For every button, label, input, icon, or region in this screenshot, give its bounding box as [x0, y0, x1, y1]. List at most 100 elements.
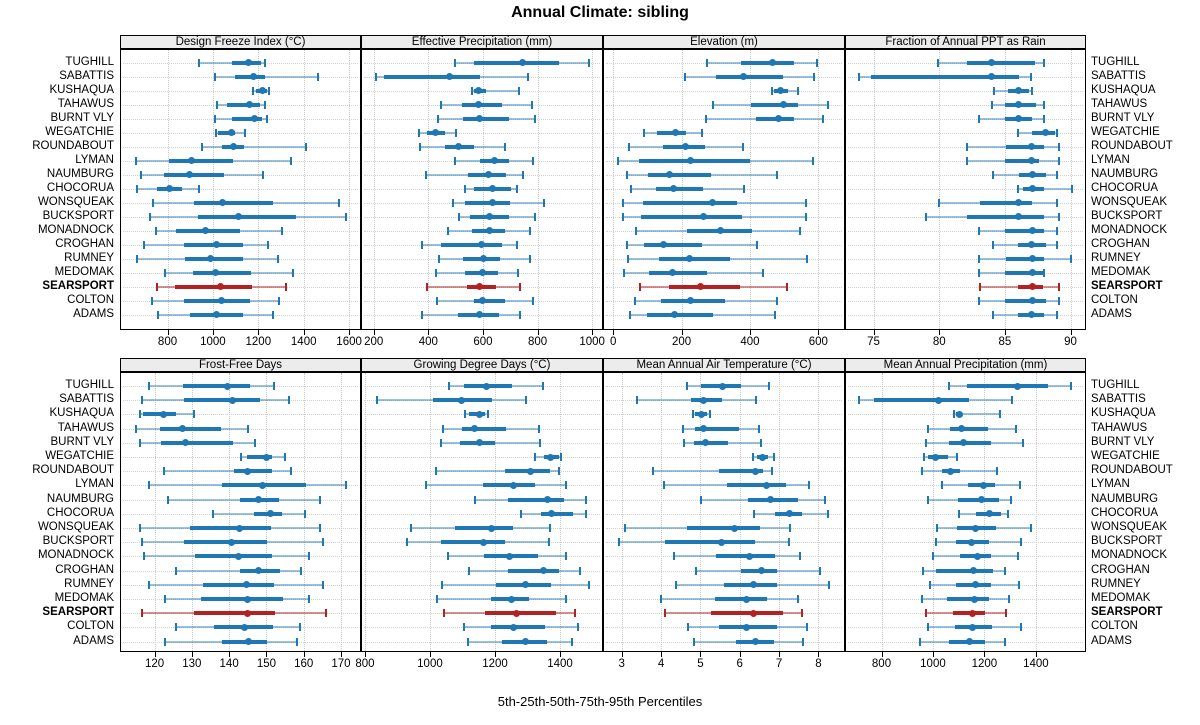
iqr-bar — [474, 60, 559, 65]
median-dot — [701, 439, 709, 447]
whisker-cap-low — [977, 254, 980, 263]
whisker-cap-high — [530, 100, 533, 109]
whisker-cap-low — [441, 424, 444, 433]
row-guide — [606, 485, 842, 487]
whisker-cap-high — [757, 424, 760, 433]
row-guide — [606, 314, 842, 316]
median-dot — [179, 425, 187, 433]
whisker-cap-low — [434, 467, 437, 476]
whisker-cap-high — [1056, 240, 1059, 249]
site-label-left-searsport: SEARSPORT — [42, 279, 114, 292]
site-label-left-burnt-vly: BURNT VLY — [50, 111, 114, 124]
median-dot — [670, 311, 678, 318]
panel-mean-annual-precipitation-mm — [845, 372, 1086, 652]
whisker-cap-low — [147, 481, 150, 490]
iqr-bar — [966, 214, 1045, 219]
iqr-bar — [507, 497, 564, 502]
median-dot — [227, 538, 235, 546]
axis-tick — [661, 652, 663, 657]
median-dot — [743, 595, 751, 603]
whisker-cap-low — [628, 310, 631, 319]
whisker-cap-low — [135, 156, 138, 165]
gridline — [229, 373, 231, 651]
median-dot — [988, 73, 996, 80]
whisker-cap-high — [1069, 254, 1072, 263]
median-dot — [186, 171, 194, 178]
row-guide — [848, 62, 1083, 64]
whisker-cap-high — [775, 296, 778, 305]
whisker-cap-high — [193, 410, 196, 419]
whisker-cap-high — [1030, 72, 1033, 81]
row-guide — [848, 230, 1083, 232]
whisker-cap-low — [140, 609, 143, 618]
whisker-cap-high — [801, 609, 804, 618]
row-guide — [606, 62, 842, 64]
axis-tick-label: 1000 — [579, 336, 605, 348]
row-guide — [364, 599, 600, 600]
row-guide — [123, 414, 358, 416]
median-dot — [474, 87, 482, 94]
median-dot — [1028, 297, 1036, 304]
site-label-right-medomak: MEDOMAK — [1091, 265, 1151, 278]
site-label-left-croghan: CROGHAN — [55, 563, 114, 576]
site-label-right-colton: COLTON — [1091, 293, 1138, 306]
whisker-cap-low — [446, 552, 449, 561]
whisker-cap-high — [996, 467, 998, 476]
median-dot — [483, 382, 491, 390]
whisker-cap-high — [325, 609, 328, 618]
whisker-cap-low — [155, 282, 158, 291]
whisker-cap-high — [1057, 142, 1060, 151]
gridline — [154, 373, 156, 651]
whisker-cap-low — [684, 72, 687, 81]
whisker-cap-low — [214, 128, 217, 137]
median-dot — [1028, 227, 1036, 234]
axis-tick — [167, 330, 169, 335]
whisker-cap-low — [978, 282, 981, 291]
whisker-cap-high — [291, 268, 294, 277]
whisker-cap-high — [1070, 382, 1073, 390]
whisker-cap-low — [705, 58, 708, 67]
whisker-cap-low — [686, 623, 689, 632]
whisker-cap-low — [136, 254, 139, 263]
strip-mean-annual-air-temperature-c: Mean Annual Air Temperature (°C) — [603, 358, 845, 372]
median-dot — [759, 453, 767, 461]
whisker-cap-high — [539, 438, 542, 447]
median-dot — [686, 255, 694, 262]
whisker-cap-high — [322, 580, 325, 589]
row-guide — [848, 300, 1083, 302]
whisker-cap-low — [520, 509, 523, 518]
site-label-left-sabattis: SABATTIS — [59, 393, 114, 406]
site-label-right-bucksport: BUCKSPORT — [1091, 209, 1163, 222]
whisker-cap-low — [453, 58, 456, 67]
axis-tick-label: 600 — [473, 336, 493, 348]
site-label-left-colton: COLTON — [67, 293, 114, 306]
iqr-bar — [647, 172, 711, 177]
iqr-bar — [142, 412, 177, 417]
whisker-cap-high — [519, 282, 522, 291]
whisker-cap-high — [531, 296, 534, 305]
whisker-cap-low — [686, 382, 689, 390]
site-label-right-adams: ADAMS — [1091, 307, 1132, 320]
whisker-cap-low — [695, 566, 698, 575]
iqr-bar — [716, 74, 784, 79]
median-dot — [660, 241, 668, 248]
row-guide — [606, 104, 842, 106]
whisker-cap-high — [1004, 637, 1007, 646]
median-dot — [235, 524, 243, 532]
median-dot — [700, 425, 708, 433]
axis-tick — [779, 652, 781, 657]
whisker-cap-low — [675, 580, 678, 589]
whisker-cap-low — [918, 637, 921, 646]
site-label-left-wegatchie: WEGATCHIE — [45, 125, 114, 138]
whisker-cap-low — [410, 524, 413, 532]
median-dot — [700, 396, 708, 404]
row-guide — [364, 641, 600, 643]
whisker-cap-high — [277, 254, 280, 263]
median-dot — [250, 73, 258, 80]
whisker-cap-low — [151, 296, 154, 305]
whisker-cap-low — [166, 495, 169, 504]
row-guide — [606, 272, 842, 274]
median-dot — [455, 143, 463, 150]
axis-tick — [818, 330, 820, 335]
median-dot — [480, 538, 488, 546]
